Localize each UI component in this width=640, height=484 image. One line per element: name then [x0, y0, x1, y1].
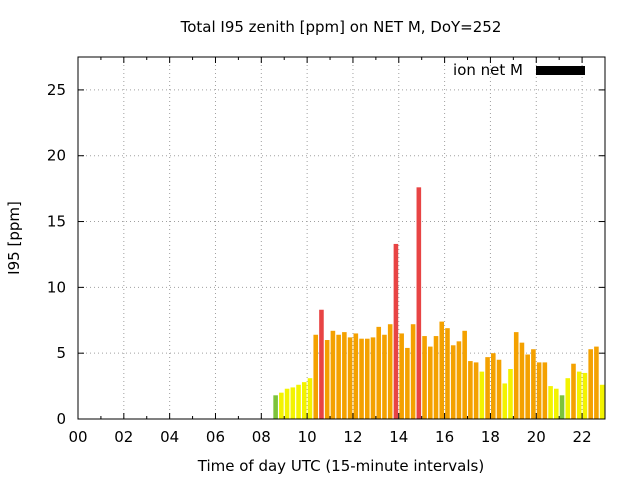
bar — [301, 382, 307, 419]
bar — [410, 324, 416, 419]
y-tick-label: 10 — [47, 278, 66, 296]
bar — [588, 349, 593, 419]
x-axis-label: Time of day UTC (15-minute intervals) — [197, 457, 484, 475]
bar — [359, 338, 364, 419]
bar — [445, 328, 450, 419]
bar — [313, 334, 319, 419]
x-tick-label: 22 — [573, 428, 592, 446]
bar — [399, 333, 404, 419]
bar — [531, 349, 536, 419]
bar — [427, 346, 433, 419]
bar — [496, 359, 502, 419]
bar — [273, 395, 278, 419]
y-tick-label: 20 — [47, 147, 66, 165]
bar — [450, 345, 456, 419]
y-tick-label: 25 — [47, 81, 66, 99]
bar — [405, 347, 410, 419]
bar — [582, 372, 588, 419]
bar — [456, 341, 462, 419]
legend: ion net M — [453, 61, 585, 79]
bar — [473, 362, 479, 419]
bar — [594, 346, 599, 419]
bar — [479, 371, 485, 419]
bar — [468, 361, 473, 419]
bar — [559, 395, 565, 419]
bar — [433, 336, 439, 419]
bar — [422, 336, 427, 419]
bar — [525, 354, 530, 419]
bar — [491, 353, 496, 419]
x-tick-label: 18 — [481, 428, 500, 446]
x-tick-label: 10 — [298, 428, 317, 446]
bar — [508, 368, 513, 419]
bar — [536, 362, 542, 419]
chart-title: Total I95 zenith [ppm] on NET M, DoY=252 — [180, 18, 502, 36]
bar — [565, 378, 571, 419]
bar — [599, 384, 605, 419]
bar — [284, 388, 290, 419]
bar — [307, 378, 313, 419]
bar — [576, 371, 582, 419]
bar — [519, 342, 525, 419]
bars — [273, 187, 605, 419]
bar — [542, 362, 548, 419]
x-tick-label: 00 — [68, 428, 87, 446]
x-tick-label: 14 — [389, 428, 408, 446]
x-tick-label: 06 — [206, 428, 225, 446]
x-tick-label: 20 — [527, 428, 546, 446]
bar — [548, 386, 553, 419]
bar — [296, 384, 301, 419]
bar — [382, 334, 387, 419]
bar — [571, 363, 576, 419]
legend-swatch — [536, 66, 585, 75]
bar — [387, 324, 393, 419]
x-tick-label: 04 — [160, 428, 179, 446]
bar — [393, 243, 399, 419]
bar — [330, 330, 336, 419]
y-tick-label: 0 — [56, 410, 66, 428]
x-tick-label: 12 — [343, 428, 362, 446]
bar — [336, 334, 341, 419]
bar — [370, 337, 376, 419]
bar — [279, 392, 284, 419]
x-tick-label: 16 — [435, 428, 454, 446]
y-axis-label: I95 [ppm] — [5, 201, 23, 275]
axis-ticks: 00 02 04 06 08 10 12 14 16 18 20 22 0 5 10 15 20 25 — [47, 57, 605, 446]
bar — [485, 357, 490, 419]
bar — [502, 383, 508, 419]
x-tick-label: 02 — [114, 428, 133, 446]
bar — [319, 309, 324, 419]
bar — [347, 337, 353, 419]
bar — [416, 187, 422, 419]
bar — [324, 340, 330, 419]
bar — [513, 332, 519, 419]
y-tick-label: 5 — [56, 344, 66, 362]
plot-frame — [77, 56, 606, 420]
bar — [353, 333, 359, 419]
bar — [342, 332, 347, 419]
bar — [462, 330, 467, 419]
bar — [290, 387, 296, 419]
legend-label: ion net M — [453, 61, 523, 79]
bar — [364, 338, 370, 419]
grid-lines — [78, 57, 605, 419]
y-tick-label: 15 — [47, 213, 66, 231]
x-tick-label: 08 — [252, 428, 271, 446]
bar — [376, 326, 382, 419]
bar — [439, 321, 445, 419]
bar — [554, 388, 559, 419]
